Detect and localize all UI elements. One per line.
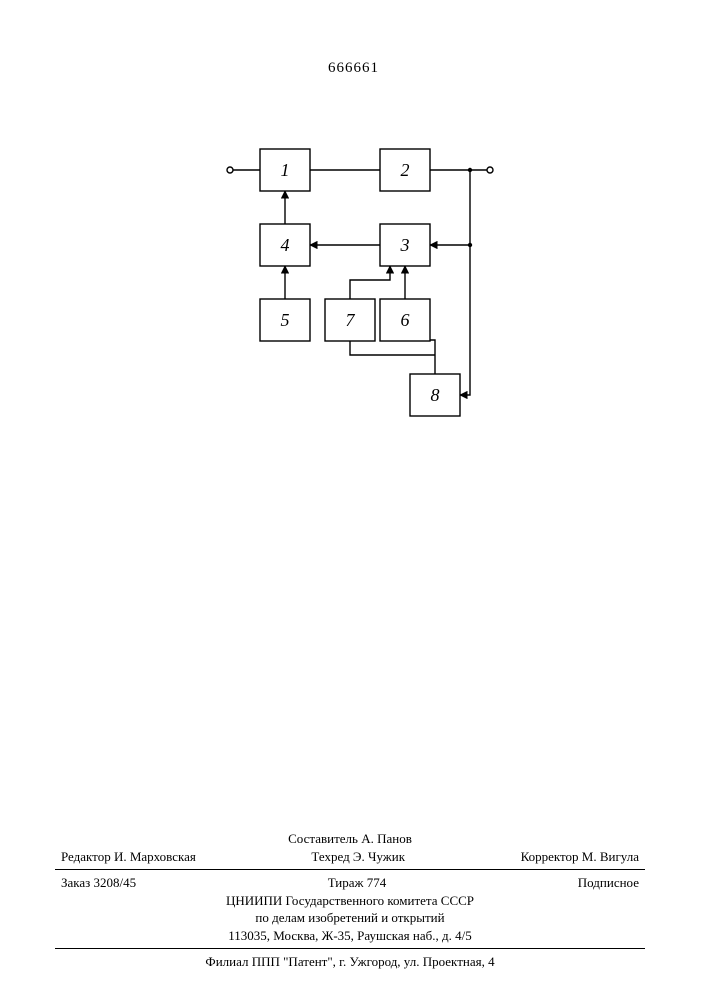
branch-line: Филиал ППП "Патент", г. Ужгород, ул. Про… (55, 953, 645, 971)
block-b3: 3 (380, 224, 430, 266)
block-b5: 5 (260, 299, 310, 341)
block-b1: 1 (260, 149, 310, 191)
block-b4: 4 (260, 224, 310, 266)
block-b7: 7 (325, 299, 375, 341)
wire (460, 245, 470, 395)
block-b8: 8 (410, 374, 460, 416)
techred: Техред Э. Чужик (311, 848, 405, 866)
block-label: 8 (431, 385, 440, 405)
block-label: 4 (281, 235, 290, 255)
wire (350, 341, 435, 355)
wire (405, 340, 435, 374)
junction-dot (468, 168, 472, 172)
podpisnoe: Подписное (578, 874, 639, 892)
footer-block: Составитель А. Панов Редактор И. Марховс… (55, 830, 645, 971)
tirazh: Тираж 774 (328, 874, 387, 892)
block-label: 6 (401, 310, 410, 330)
divider (55, 948, 645, 949)
committee-address: 113035, Москва, Ж-35, Раушская наб., д. … (55, 927, 645, 945)
editor: Редактор И. Марховская (61, 848, 196, 866)
terminal-out (487, 167, 493, 173)
junction-dot (468, 243, 472, 247)
committee-line-1: ЦНИИПИ Государственного комитета СССР (55, 892, 645, 910)
corrector: Корректор М. Вигула (521, 848, 639, 866)
credits-row: Редактор И. Марховская Техред Э. Чужик К… (55, 848, 645, 866)
block-label: 7 (346, 310, 356, 330)
compiler-line: Составитель А. Панов (55, 830, 645, 848)
patent-number: 666661 (0, 60, 707, 77)
wire (430, 170, 470, 245)
block-label: 3 (400, 235, 410, 255)
block-b6: 6 (380, 299, 430, 341)
block-label: 1 (281, 160, 290, 180)
print-row: Заказ 3208/45 Тираж 774 Подписное (55, 874, 645, 892)
divider (55, 869, 645, 870)
block-label: 5 (281, 310, 290, 330)
committee-line-2: по делам изобретений и открытий (55, 909, 645, 927)
block-label: 2 (401, 160, 410, 180)
order-number: Заказ 3208/45 (61, 874, 136, 892)
block-b2: 2 (380, 149, 430, 191)
terminal-in (227, 167, 233, 173)
block-diagram: 1 2 3 4 5 6 7 8 (185, 130, 520, 465)
wire (350, 266, 390, 299)
